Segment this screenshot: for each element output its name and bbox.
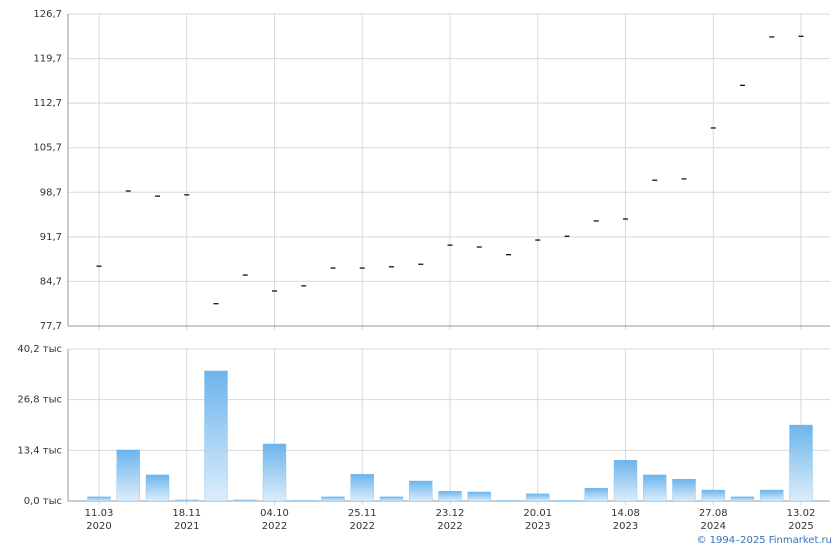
- y-tick-label: 126,7: [33, 9, 62, 20]
- y-tick-label: 105,7: [33, 143, 62, 154]
- y-tick-label: 98,7: [40, 187, 62, 198]
- y-tick-label: 0,0 тыс: [24, 496, 62, 507]
- volume-bar: [613, 460, 638, 502]
- y-tick-label: 77,7: [40, 321, 62, 332]
- x-tick-label: 11.03 2020: [84, 508, 114, 532]
- x-tick-label: 14.08 2023: [611, 508, 640, 532]
- footer: © 1994–2025 Finmarket.ru: [696, 535, 832, 546]
- volume-bar: [730, 496, 755, 502]
- volume-bar: [555, 500, 579, 502]
- volume-bar: [204, 370, 228, 502]
- x-tick-label: 20.01 2023: [523, 508, 553, 532]
- volume-bar: [175, 499, 199, 502]
- volume-bar: [292, 500, 316, 502]
- volume-bar: [321, 496, 345, 502]
- volume-bar: [116, 449, 140, 502]
- x-tick-label: 18.11 2021: [172, 508, 202, 532]
- volume-bar: [438, 491, 462, 502]
- y-tick-label: 91,7: [40, 232, 62, 243]
- volume-bar: [643, 474, 667, 502]
- x-tick-label: 13.02 2025: [786, 508, 816, 532]
- y-tick-label: 112,7: [33, 98, 62, 109]
- volume-bar: [87, 496, 111, 502]
- volume-bar: [789, 424, 813, 502]
- y-tick-label: 119,7: [33, 54, 62, 65]
- y-tick-label: 40,2 тыс: [17, 344, 62, 355]
- volume-bar: [145, 474, 170, 502]
- volume-bar: [233, 499, 257, 502]
- volume-bar: [379, 496, 404, 502]
- volume-bar: [467, 491, 491, 502]
- volume-bar: [584, 487, 608, 502]
- volume-bar: [760, 489, 784, 502]
- x-tick-label: 04.10 2022: [260, 508, 289, 532]
- volume-bar: [701, 489, 725, 502]
- volume-bar: [526, 493, 550, 502]
- volume-bar: [409, 480, 433, 502]
- y-tick-label: 26,8 тыс: [17, 395, 62, 406]
- volume-bar: [262, 443, 287, 502]
- x-tick-label: 27.08 2024: [698, 508, 728, 532]
- volume-bar: [350, 474, 374, 502]
- volume-bar: [496, 500, 521, 502]
- volume-bar: [672, 478, 696, 502]
- x-tick-label: 25.11 2022: [347, 508, 377, 532]
- y-tick-label: 13,4 тыс: [17, 445, 62, 456]
- x-tick-label: 23.12 2022: [435, 508, 465, 532]
- y-tick-label: 84,7: [40, 276, 62, 287]
